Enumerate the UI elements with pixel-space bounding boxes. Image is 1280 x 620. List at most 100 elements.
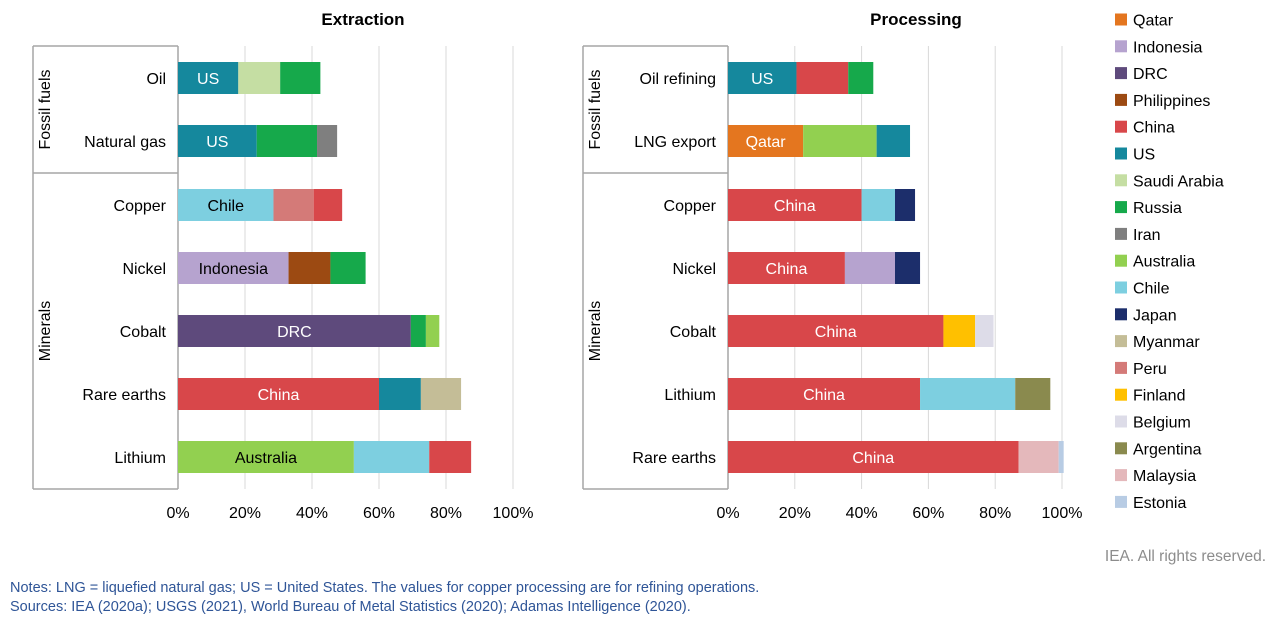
bar-segment-copper-peru [273,189,314,221]
bar-segment-lng-export-qatar [728,125,804,157]
group-label-fossil-fuels: Fossil fuels [587,69,604,149]
bar-segment-lithium-chile [353,441,430,473]
legend-swatch-finland [1115,388,1127,401]
x-tick-label: 20% [779,505,811,522]
category-label-cobalt: Cobalt [670,324,717,341]
category-label-cobalt: Cobalt [120,324,167,341]
data-label-lng-export-qatar: Qatar [746,134,787,151]
bar-segment-lithium-china [429,441,472,473]
x-tick-label: 40% [296,505,328,522]
data-label-copper-china: China [774,198,816,215]
data-label-lithium-australia: Australia [235,450,297,467]
legend-swatch-qatar [1115,13,1127,26]
bar-segment-rare-earths-us [379,378,421,410]
legend-label-russia: Russia [1133,200,1182,217]
legend-label-us: US [1133,147,1155,164]
legend-label-philippines: Philippines [1133,93,1210,110]
bar-segment-cobalt-finland [943,315,976,347]
bar-segment-lithium-chile [920,378,1016,410]
bar-segment-lng-export-australia [803,125,877,157]
bar-segment-nickel-china [728,252,845,284]
bar-segment-copper-japan [895,189,916,221]
x-tick-label: 0% [166,505,189,522]
category-label-lng-export: LNG export [634,134,716,151]
legend-label-japan: Japan [1133,307,1177,324]
legend-swatch-peru [1115,361,1127,374]
x-tick-label: 60% [912,505,944,522]
group-label-minerals: Minerals [587,301,604,361]
bar-segment-oil-refining-us [728,62,797,94]
legend-label-drc: DRC [1133,66,1168,83]
x-tick-label: 100% [493,505,534,522]
data-label-copper-chile: Chile [208,198,245,215]
data-label-nickel-indonesia: Indonesia [199,261,268,278]
bar-segment-cobalt-russia [410,315,426,347]
x-tick-label: 80% [979,505,1011,522]
group-label-fossil-fuels: Fossil fuels [37,69,54,149]
legend-swatch-australia [1115,254,1127,267]
category-label-nickel: Nickel [672,261,716,278]
legend-label-saudi-arabia: Saudi Arabia [1133,173,1224,190]
legend-swatch-estonia [1115,495,1127,508]
legend-swatch-belgium [1115,415,1127,428]
bar-segment-rare-earths-malaysia [1018,441,1059,473]
legend-swatch-russia [1115,201,1127,214]
bar-segment-nickel-japan [895,252,921,284]
bar-segment-nickel-philippines [288,252,331,284]
data-label-rare-earths-china: China [258,387,300,404]
data-label-lithium-china: China [803,387,845,404]
bar-segment-oil-us [178,62,239,94]
category-label-rare-earths: Rare earths [82,387,166,404]
bar-segment-lithium-australia [178,441,354,473]
data-label-nickel-china: China [766,261,808,278]
bar-segment-cobalt-china [728,315,944,347]
category-label-oil-refining: Oil refining [640,71,716,88]
legend-label-qatar: Qatar [1133,13,1174,30]
bar-segment-nickel-indonesia [844,252,895,284]
data-label-rare-earths-china: China [852,450,894,467]
bar-segment-rare-earths-myanmar [420,378,462,410]
bar-segment-oil-refining-china [796,62,849,94]
category-label-oil: Oil [146,71,166,88]
data-label-oil-us: US [197,71,219,88]
bar-segment-nickel-indonesia [178,252,289,284]
legend-label-australia: Australia [1133,254,1195,271]
legend-swatch-argentina [1115,442,1127,455]
bar-segment-cobalt-australia [425,315,440,347]
data-label-natural-gas-us: US [206,134,228,151]
legend-swatch-saudi-arabia [1115,174,1127,187]
sources-text: Sources: IEA (2020a); USGS (2021), World… [10,599,691,615]
legend-label-indonesia: Indonesia [1133,39,1202,56]
legend-swatch-indonesia [1115,40,1127,53]
legend-label-argentina: Argentina [1133,441,1202,458]
chart-title-processing: Processing [870,10,962,29]
x-tick-label: 40% [846,505,878,522]
data-label-cobalt-drc: DRC [277,324,312,341]
category-label-rare-earths: Rare earths [632,450,716,467]
notes-text: Notes: LNG = liquefied natural gas; US =… [10,580,760,596]
legend-label-estonia: Estonia [1133,495,1186,512]
x-tick-label: 0% [716,505,739,522]
legend-label-belgium: Belgium [1133,415,1191,432]
bar-segment-natural-gas-russia [256,125,318,157]
legend-label-china: China [1133,120,1175,137]
legend-swatch-chile [1115,281,1127,294]
bar-segment-lithium-china [728,378,921,410]
bar-segment-natural-gas-iran [317,125,338,157]
x-tick-label: 80% [430,505,462,522]
legend-label-myanmar: Myanmar [1133,334,1200,351]
legend-label-iran: Iran [1133,227,1161,244]
legend-swatch-china [1115,120,1127,133]
bar-segment-nickel-russia [330,252,366,284]
group-label-minerals: Minerals [37,301,54,361]
x-tick-label: 60% [363,505,395,522]
legend-swatch-japan [1115,308,1127,321]
legend-label-peru: Peru [1133,361,1167,378]
legend-swatch-myanmar [1115,335,1127,348]
legend-swatch-us [1115,147,1127,160]
bar-segment-cobalt-belgium [975,315,994,347]
bar-segment-oil-refining-russia [848,62,874,94]
legend-label-chile: Chile [1133,281,1170,298]
chart-svg: Extraction 0% 20% 40% 60% 80% 100% Oil US Natural… [32,10,1224,522]
